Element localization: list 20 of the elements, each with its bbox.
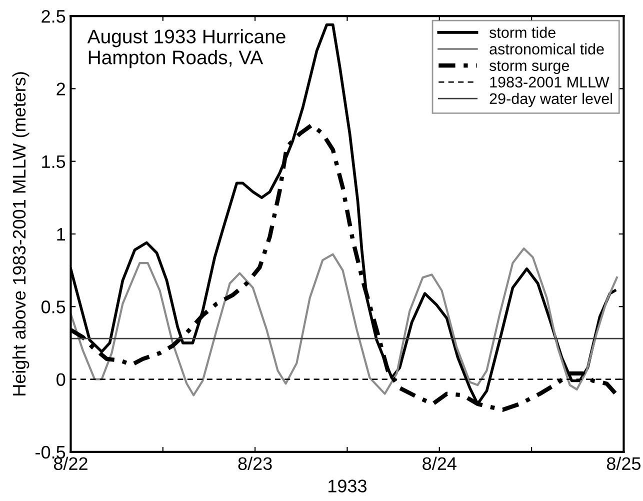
x-tick-label: 8/24: [422, 456, 456, 470]
y-tick-label: 1: [57, 228, 65, 241]
x-axis-title: 1933: [328, 480, 367, 492]
y-axis-title: Height above 1983-2001 MLLW (meters): [12, 72, 30, 396]
legend-label: storm tide: [489, 26, 556, 38]
y-tick-label: -0.5: [36, 446, 66, 459]
y-tick-label: 2: [56, 82, 65, 96]
y-tick-label: 1.5: [42, 155, 66, 168]
legend-label: 1983-2001 MLLW: [490, 76, 610, 88]
line-series: [70, 247, 618, 396]
x-tick-label: 8/23: [238, 456, 272, 470]
x-tick-label: 8/22: [54, 456, 88, 470]
y-tick-label: 0.5: [41, 300, 66, 314]
legend-label: storm surge: [489, 60, 570, 74]
y-tick-label: 2.5: [42, 10, 66, 23]
legend-label: astronomical tide: [490, 43, 604, 54]
annotation: August 1933 Hurricane Hampton Roads, VA: [87, 29, 286, 68]
legend-label: 29-day water level: [490, 92, 612, 108]
y-tick-label: 0: [56, 373, 66, 386]
x-tick-label: 8/25: [606, 456, 641, 470]
